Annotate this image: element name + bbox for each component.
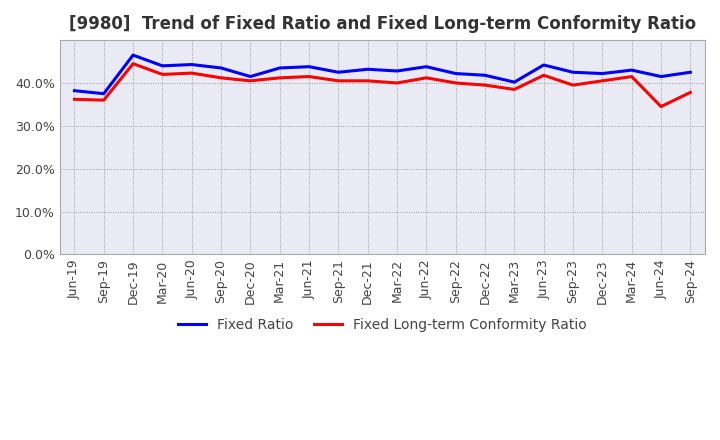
Fixed Long-term Conformity Ratio bbox=[99, 98, 108, 103]
Fixed Ratio bbox=[569, 70, 577, 75]
Fixed Ratio bbox=[627, 67, 636, 73]
Fixed Long-term Conformity Ratio bbox=[627, 74, 636, 79]
Fixed Long-term Conformity Ratio bbox=[598, 78, 607, 84]
Fixed Ratio bbox=[598, 71, 607, 76]
Fixed Ratio bbox=[481, 73, 490, 78]
Line: Fixed Ratio: Fixed Ratio bbox=[74, 55, 690, 94]
Fixed Ratio bbox=[70, 88, 78, 93]
Title: [9980]  Trend of Fixed Ratio and Fixed Long-term Conformity Ratio: [9980] Trend of Fixed Ratio and Fixed Lo… bbox=[69, 15, 696, 33]
Fixed Long-term Conformity Ratio bbox=[70, 97, 78, 102]
Fixed Ratio bbox=[305, 64, 313, 70]
Fixed Ratio bbox=[334, 70, 343, 75]
Fixed Long-term Conformity Ratio bbox=[481, 82, 490, 88]
Fixed Long-term Conformity Ratio bbox=[510, 87, 518, 92]
Fixed Long-term Conformity Ratio bbox=[364, 78, 372, 84]
Fixed Ratio bbox=[364, 66, 372, 72]
Fixed Ratio bbox=[657, 74, 665, 79]
Fixed Long-term Conformity Ratio bbox=[246, 78, 255, 84]
Fixed Long-term Conformity Ratio bbox=[275, 75, 284, 81]
Fixed Long-term Conformity Ratio bbox=[129, 61, 138, 66]
Fixed Long-term Conformity Ratio bbox=[158, 72, 167, 77]
Fixed Ratio bbox=[392, 68, 401, 73]
Fixed Ratio bbox=[158, 63, 167, 69]
Fixed Ratio bbox=[275, 65, 284, 70]
Fixed Long-term Conformity Ratio bbox=[657, 104, 665, 109]
Fixed Long-term Conformity Ratio bbox=[217, 75, 225, 81]
Fixed Ratio bbox=[422, 64, 431, 70]
Fixed Ratio bbox=[451, 71, 460, 76]
Fixed Long-term Conformity Ratio bbox=[392, 81, 401, 86]
Line: Fixed Long-term Conformity Ratio: Fixed Long-term Conformity Ratio bbox=[74, 64, 690, 106]
Fixed Long-term Conformity Ratio bbox=[187, 70, 196, 76]
Legend: Fixed Ratio, Fixed Long-term Conformity Ratio: Fixed Ratio, Fixed Long-term Conformity … bbox=[173, 312, 593, 337]
Fixed Long-term Conformity Ratio bbox=[451, 81, 460, 86]
Fixed Ratio bbox=[539, 62, 548, 68]
Fixed Ratio bbox=[217, 65, 225, 70]
Fixed Ratio bbox=[187, 62, 196, 67]
Fixed Long-term Conformity Ratio bbox=[305, 74, 313, 79]
Fixed Long-term Conformity Ratio bbox=[334, 78, 343, 84]
Fixed Long-term Conformity Ratio bbox=[422, 75, 431, 81]
Fixed Ratio bbox=[246, 74, 255, 79]
Fixed Ratio bbox=[129, 52, 138, 58]
Fixed Ratio bbox=[686, 70, 695, 75]
Fixed Ratio bbox=[99, 91, 108, 96]
Fixed Long-term Conformity Ratio bbox=[569, 82, 577, 88]
Fixed Ratio bbox=[510, 80, 518, 85]
Fixed Long-term Conformity Ratio bbox=[686, 90, 695, 95]
Fixed Long-term Conformity Ratio bbox=[539, 73, 548, 78]
